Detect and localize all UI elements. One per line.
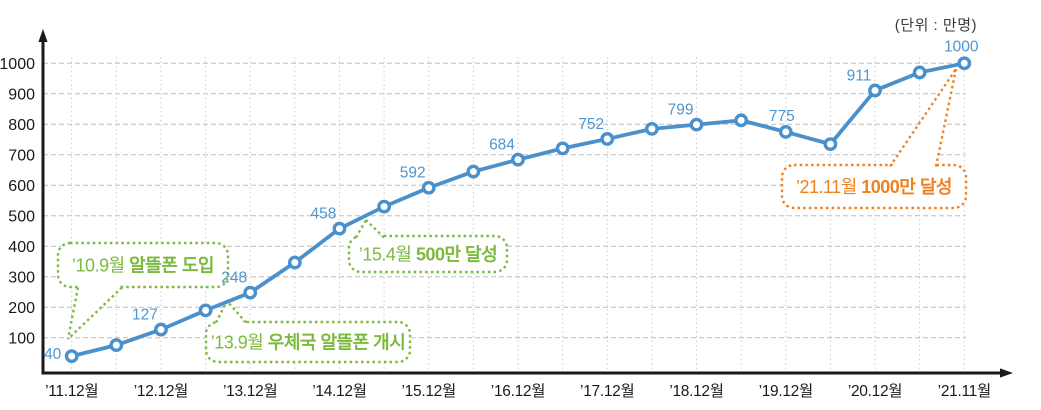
annotation-text: ’21.11월 1000만 달성 bbox=[796, 177, 952, 197]
data-point-label: 752 bbox=[578, 116, 604, 133]
data-point-label: 1000 bbox=[944, 38, 979, 55]
annotation-date: ’13.9월 bbox=[211, 333, 268, 353]
data-point-label: 775 bbox=[769, 108, 795, 125]
y-tick-label: 300 bbox=[8, 269, 35, 286]
x-tick-label: ’15.12월 bbox=[402, 382, 456, 400]
y-tick-label: 600 bbox=[8, 178, 35, 195]
annotation-bubble bbox=[780, 163, 968, 210]
data-point-marker bbox=[555, 141, 570, 156]
y-tick-label: 800 bbox=[8, 117, 35, 134]
y-tick-label: 200 bbox=[8, 300, 35, 317]
data-point-marker bbox=[377, 199, 392, 214]
data-point-marker bbox=[109, 338, 124, 353]
data-point-marker bbox=[421, 180, 436, 195]
annotation-event: 1000만 달성 bbox=[861, 177, 952, 197]
annotation-date: ’10.9월 bbox=[72, 256, 129, 276]
annotation-text: ’13.9월 우체국 알뜰폰 개시 bbox=[211, 333, 406, 353]
data-point-marker bbox=[64, 349, 79, 363]
x-tick-label: ’20.12월 bbox=[848, 382, 902, 400]
data-point-marker bbox=[332, 221, 347, 236]
annotation-event: 500만 달성 bbox=[416, 245, 497, 265]
x-tick-label: ’13.12월 bbox=[223, 382, 277, 400]
annotation-date: ’21.11월 bbox=[796, 177, 861, 197]
data-point-marker bbox=[778, 125, 793, 139]
data-point-marker bbox=[957, 56, 972, 71]
data-point-marker bbox=[689, 117, 704, 132]
data-point-marker bbox=[644, 121, 659, 136]
data-point-marker bbox=[868, 83, 882, 98]
annotation-tail-line bbox=[889, 68, 957, 168]
data-point-label: 458 bbox=[311, 206, 337, 223]
x-tick-label: ’11.12월 bbox=[45, 382, 98, 400]
data-point-marker bbox=[912, 65, 927, 80]
data-point-marker bbox=[198, 303, 213, 318]
data-point-label: 127 bbox=[132, 307, 158, 324]
x-tick-label: ’16.12월 bbox=[491, 382, 545, 400]
data-point-label: 248 bbox=[221, 270, 247, 287]
x-tick-label: ’19.12월 bbox=[759, 382, 813, 400]
y-tick-label: 100 bbox=[8, 330, 35, 347]
data-point-label: 799 bbox=[668, 102, 694, 119]
data-point-marker bbox=[154, 322, 168, 337]
data-point-marker bbox=[466, 164, 481, 179]
annotation-tail-line bbox=[67, 286, 123, 340]
annotation-tail bbox=[356, 220, 384, 240]
annotation-tail bbox=[68, 284, 122, 339]
annotation-bubble bbox=[56, 241, 230, 289]
data-point-marker bbox=[287, 255, 302, 270]
annotation-tail bbox=[216, 301, 246, 326]
data-point-label: 592 bbox=[400, 165, 426, 182]
annotation-bubble bbox=[204, 320, 412, 364]
y-axis-arrow-icon bbox=[38, 29, 48, 42]
data-point-label: 911 bbox=[847, 67, 872, 84]
annotation-bubble bbox=[347, 234, 509, 274]
y-tick-label: 900 bbox=[8, 86, 35, 103]
annotation-event: 알뜰폰 도입 bbox=[129, 255, 214, 276]
annotation-tail-line bbox=[214, 300, 229, 324]
annotation-tail-line bbox=[226, 300, 247, 324]
data-point-marker bbox=[734, 113, 749, 128]
x-tick-label: ’12.12월 bbox=[134, 382, 188, 400]
x-tick-label: ’18.12월 bbox=[669, 382, 723, 400]
annotation-tail-line bbox=[365, 219, 385, 239]
data-point-marker bbox=[243, 285, 258, 300]
x-tick-label: ’17.12월 bbox=[580, 382, 634, 400]
y-tick-label: 1000 bbox=[0, 56, 35, 73]
data-point-label: 40 bbox=[44, 346, 62, 363]
x-tick-label: ’14.12월 bbox=[312, 382, 366, 400]
y-tick-label: 500 bbox=[8, 208, 35, 225]
y-tick-label: 400 bbox=[8, 239, 35, 256]
data-point-marker bbox=[823, 137, 838, 152]
data-point-marker bbox=[600, 132, 615, 146]
data-point-label: 684 bbox=[489, 137, 515, 154]
x-axis-arrow-icon bbox=[1000, 368, 1013, 378]
data-point-marker bbox=[511, 152, 525, 167]
annotation-text: ’15.4월 500만 달성 bbox=[359, 245, 497, 265]
annotation-text: ’10.9월 알뜰폰 도입 bbox=[72, 255, 214, 276]
y-tick-label: 700 bbox=[8, 147, 35, 164]
annotation-date: ’15.4월 bbox=[359, 245, 416, 265]
annotation-event: 우체국 알뜰폰 개시 bbox=[268, 333, 405, 353]
x-tick-label: ’21.11월 bbox=[938, 382, 991, 400]
unit-label: (단위 : 만명) bbox=[894, 17, 977, 34]
